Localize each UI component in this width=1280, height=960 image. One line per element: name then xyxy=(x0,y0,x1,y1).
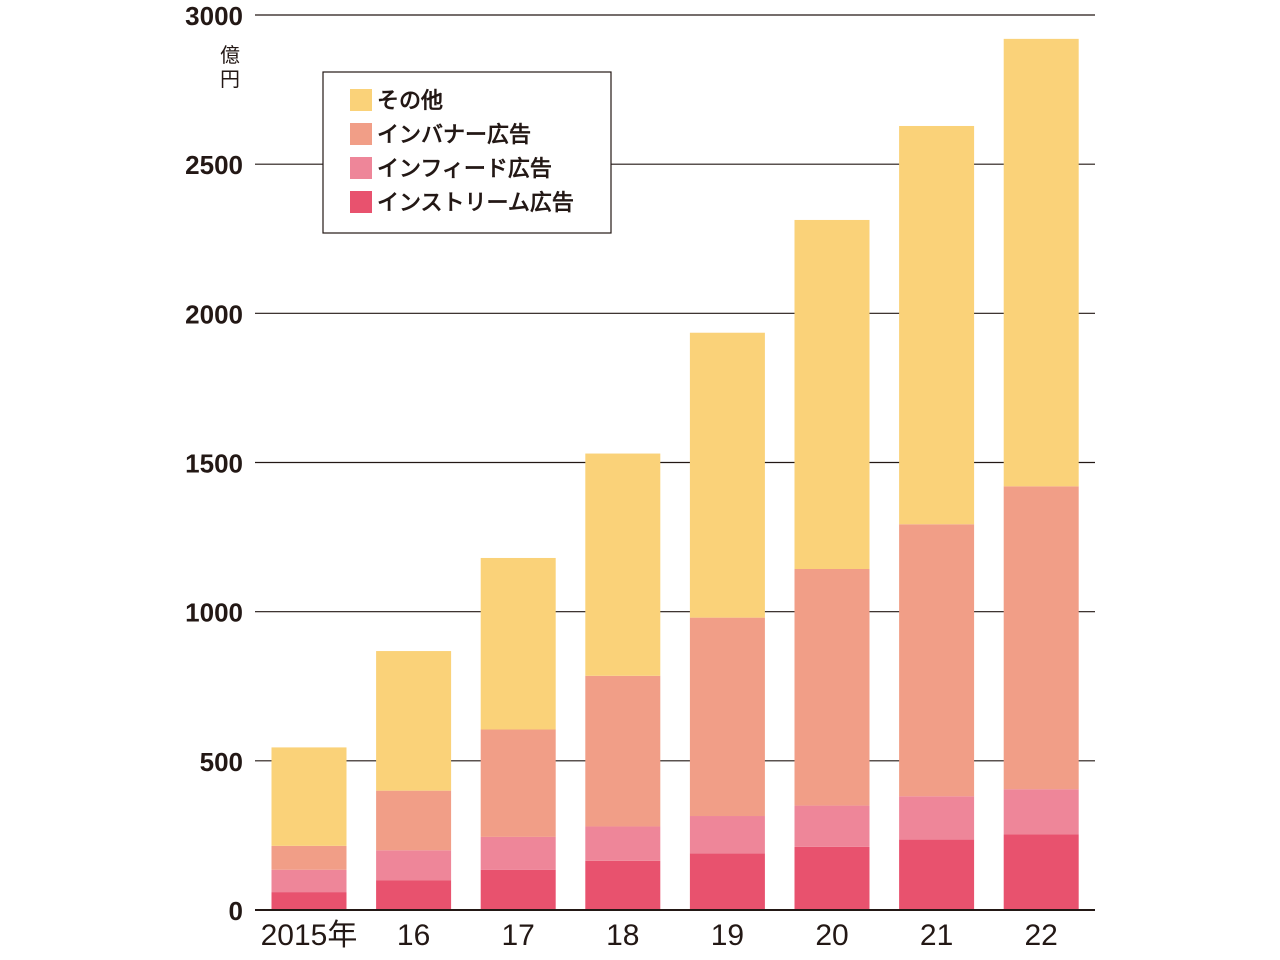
x-tick-label: 16 xyxy=(397,919,430,952)
bar-segment xyxy=(794,805,870,847)
bar-segment xyxy=(480,869,556,910)
y-tick-label: 3000 xyxy=(185,1,243,31)
legend-label: インフィード広告 xyxy=(377,156,552,182)
x-tick-label: 22 xyxy=(1025,919,1058,952)
bar-segment xyxy=(480,836,556,870)
bar-segment xyxy=(1003,789,1079,835)
bar-segment xyxy=(585,826,661,861)
bar-stacks xyxy=(271,38,1079,910)
bar-segment xyxy=(899,839,975,910)
y-axis-ticks: 0 500 1000 1500 2000 2500 3000 xyxy=(185,1,243,926)
y-tick-label: 2000 xyxy=(185,299,243,329)
legend-swatch xyxy=(350,89,372,111)
bar-segment xyxy=(794,219,870,570)
bar-stack xyxy=(689,332,765,910)
bar-segment xyxy=(794,846,870,910)
legend-swatch xyxy=(350,123,372,145)
legend-swatch xyxy=(350,157,372,179)
y-tick-label: 1000 xyxy=(185,598,243,628)
bar-stack xyxy=(480,557,556,910)
bar-segment xyxy=(689,853,765,910)
y-tick-label: 0 xyxy=(229,896,243,926)
x-tick-label: 18 xyxy=(606,919,639,952)
bar-segment xyxy=(376,651,452,791)
bar-segment xyxy=(376,790,452,851)
bar-stack xyxy=(585,453,661,910)
bar-segment xyxy=(1003,38,1079,487)
bar-segment xyxy=(271,747,347,846)
bar-segment xyxy=(899,524,975,797)
y-tick-label: 2500 xyxy=(185,150,243,180)
x-tick-label: 17 xyxy=(502,919,535,952)
bar-segment xyxy=(480,557,556,730)
bar-segment xyxy=(271,892,347,910)
bar-segment xyxy=(585,860,661,910)
bar-segment xyxy=(899,125,975,525)
bar-segment xyxy=(1003,834,1079,910)
bar-segment xyxy=(899,796,975,840)
x-tick-label: 21 xyxy=(920,919,953,952)
x-tick-label: 19 xyxy=(711,919,744,952)
legend-label: インストリーム広告 xyxy=(377,190,574,216)
bar-segment xyxy=(689,617,765,817)
legend-label: その他 xyxy=(377,89,443,114)
bar-segment xyxy=(1003,486,1079,790)
x-axis-categories: 2015年 16 17 18 19 20 21 22 xyxy=(261,919,1058,952)
bar-stack xyxy=(899,125,975,910)
y-unit-label: 億円 xyxy=(220,43,240,91)
bar-segment xyxy=(271,869,347,893)
bar-stack xyxy=(1003,38,1079,910)
y-tick-label: 1500 xyxy=(185,449,243,479)
bar-segment xyxy=(271,845,347,870)
x-tick-label: 2015年 xyxy=(261,919,358,952)
bar-segment xyxy=(689,332,765,618)
bar-stack xyxy=(794,219,870,910)
legend-swatch xyxy=(350,191,372,213)
bar-stack xyxy=(271,747,347,910)
y-tick-label: 500 xyxy=(200,747,243,777)
bar-segment xyxy=(376,880,452,910)
bar-segment xyxy=(689,816,765,854)
bar-stack xyxy=(376,651,452,910)
bar-segment xyxy=(376,850,452,881)
legend-label: インバナー広告 xyxy=(377,122,531,148)
x-tick-label: 20 xyxy=(815,919,848,952)
bar-segment xyxy=(585,453,661,676)
bar-segment xyxy=(585,675,661,827)
bar-segment xyxy=(794,569,870,806)
bar-segment xyxy=(480,729,556,837)
